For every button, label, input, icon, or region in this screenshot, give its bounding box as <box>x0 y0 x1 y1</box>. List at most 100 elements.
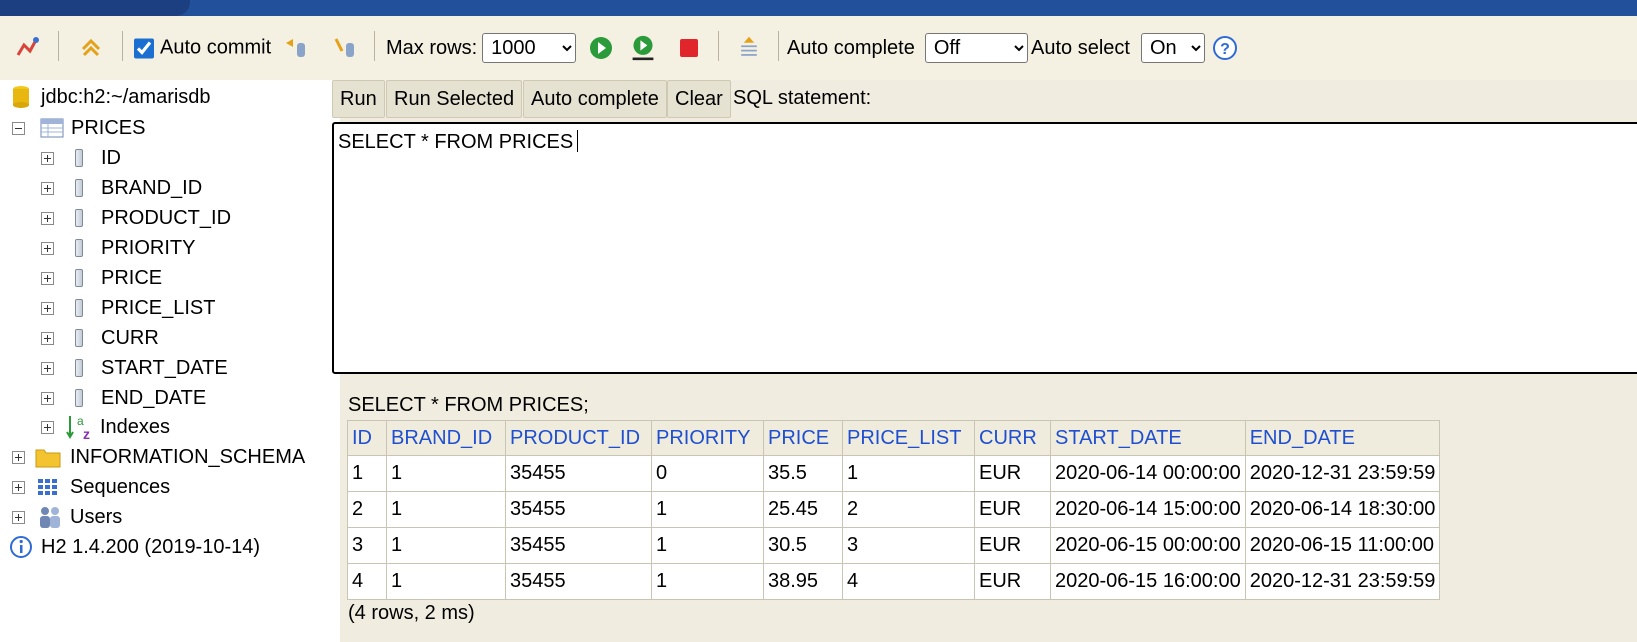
table-cell[interactable]: 3 <box>347 527 387 564</box>
table-cell[interactable]: 0 <box>651 455 764 492</box>
expand-icon[interactable] <box>41 271 54 285</box>
table-cell[interactable]: 3 <box>842 527 975 564</box>
table-cell[interactable]: 1 <box>347 455 387 492</box>
run-button[interactable]: Run <box>332 80 385 118</box>
column-header[interactable]: PRICE_LIST <box>842 420 975 456</box>
sql-editor[interactable]: SELECT * FROM PRICES <box>332 122 1637 374</box>
rollback-icon[interactable] <box>283 35 309 61</box>
table-cell[interactable]: 1 <box>651 527 764 564</box>
table-cell[interactable]: EUR <box>974 527 1051 564</box>
expand-icon[interactable] <box>12 510 25 524</box>
expand-icon[interactable] <box>41 181 54 195</box>
expand-icon[interactable] <box>41 420 54 434</box>
expand-icon[interactable] <box>41 391 54 405</box>
table-cell[interactable]: 2 <box>347 491 387 528</box>
tree-column[interactable]: BRAND_ID <box>41 173 202 203</box>
refresh-icon[interactable] <box>78 35 104 61</box>
tree-table-prices[interactable]: PRICES <box>12 113 145 143</box>
expand-icon[interactable] <box>41 361 54 375</box>
column-label: START_DATE <box>101 356 228 379</box>
column-label: PRICE_LIST <box>101 296 216 319</box>
auto-commit-checkbox[interactable] <box>134 38 154 58</box>
table-cell[interactable]: 35455 <box>505 563 652 600</box>
column-header[interactable]: END_DATE <box>1244 420 1441 456</box>
query-panel: Run Run Selected Auto complete Clear SQL… <box>332 80 1637 642</box>
tree-column[interactable]: PRICE_LIST <box>41 293 215 323</box>
svg-text:z: z <box>83 426 90 441</box>
table-cell[interactable]: 35455 <box>505 491 652 528</box>
expand-icon[interactable] <box>12 480 25 494</box>
table-cell[interactable]: 2 <box>842 491 975 528</box>
auto-select-label: Auto select <box>1031 36 1130 59</box>
expand-icon[interactable] <box>41 151 54 165</box>
table-cell[interactable]: 30.5 <box>763 527 843 564</box>
clear-button[interactable]: Clear <box>667 80 731 118</box>
table-cell[interactable]: 2020-06-14 18:30:00 <box>1244 491 1441 528</box>
help-icon[interactable]: ? <box>1212 35 1238 61</box>
sequences-icon <box>38 479 57 495</box>
table-cell[interactable]: 1 <box>386 563 506 600</box>
expand-icon[interactable] <box>41 331 54 345</box>
column-header[interactable]: PRIORITY <box>651 420 764 456</box>
tree-sequences[interactable]: Sequences <box>12 472 170 502</box>
table-cell[interactable]: 4 <box>842 563 975 600</box>
table-cell[interactable]: EUR <box>974 455 1051 492</box>
table-cell[interactable]: 1 <box>842 455 975 492</box>
table-cell[interactable]: 38.95 <box>763 563 843 600</box>
table-cell[interactable]: 1 <box>651 563 764 600</box>
table-cell[interactable]: 35455 <box>505 527 652 564</box>
column-icon <box>75 239 83 257</box>
expand-icon[interactable] <box>41 211 54 225</box>
tree-column[interactable]: ID <box>41 143 121 173</box>
history-icon[interactable] <box>736 35 762 61</box>
table-cell[interactable]: 2020-06-14 00:00:00 <box>1050 455 1246 492</box>
tree-column[interactable]: START_DATE <box>41 353 228 383</box>
tree-column[interactable]: PRIORITY <box>41 233 195 263</box>
tree-connection[interactable]: jdbc:h2:~/amarisdb <box>12 82 211 112</box>
auto-complete-button[interactable]: Auto complete <box>523 80 667 118</box>
column-header[interactable]: ID <box>347 420 387 456</box>
table-cell[interactable]: 1 <box>386 491 506 528</box>
tree-column[interactable]: PRICE <box>41 263 162 293</box>
table-cell[interactable]: 2020-12-31 23:59:59 <box>1244 563 1441 600</box>
expand-icon[interactable] <box>41 301 54 315</box>
table-cell[interactable]: EUR <box>974 563 1051 600</box>
column-header[interactable]: START_DATE <box>1050 420 1246 456</box>
table-cell[interactable]: 35455 <box>505 455 652 492</box>
table-cell[interactable]: 25.45 <box>763 491 843 528</box>
table-cell[interactable]: 2020-06-14 15:00:00 <box>1050 491 1246 528</box>
tree-users[interactable]: Users <box>12 502 122 532</box>
run-selected-button[interactable]: Run Selected <box>386 80 523 118</box>
result-table: ID BRAND_ID PRODUCT_ID PRIORITY PRICE PR… <box>347 420 1441 600</box>
table-cell[interactable]: 1 <box>386 527 506 564</box>
tree-information-schema[interactable]: INFORMATION_SCHEMA <box>12 442 305 472</box>
expand-icon[interactable] <box>12 450 25 464</box>
table-cell[interactable]: 4 <box>347 563 387 600</box>
tree-column[interactable]: END_DATE <box>41 383 206 413</box>
table-cell[interactable]: 2020-12-31 23:59:59 <box>1244 455 1441 492</box>
table-cell[interactable]: 1 <box>651 491 764 528</box>
max-rows-select[interactable]: 1000 <box>482 33 577 63</box>
table-cell[interactable]: 2020-06-15 16:00:00 <box>1050 563 1246 600</box>
expand-icon[interactable] <box>41 241 54 255</box>
run-selected-icon[interactable] <box>630 35 656 61</box>
run-icon[interactable] <box>588 35 614 61</box>
commit-icon[interactable] <box>332 35 358 61</box>
auto-select-select[interactable]: On <box>1140 33 1205 63</box>
table-cell[interactable]: EUR <box>974 491 1051 528</box>
collapse-icon[interactable] <box>12 121 25 135</box>
column-header[interactable]: PRODUCT_ID <box>505 420 652 456</box>
stop-icon[interactable] <box>676 35 702 61</box>
tree-column[interactable]: PRODUCT_ID <box>41 203 231 233</box>
column-header[interactable]: BRAND_ID <box>386 420 506 456</box>
column-header[interactable]: PRICE <box>763 420 843 456</box>
disconnect-icon[interactable] <box>14 35 40 61</box>
table-cell[interactable]: 2020-06-15 00:00:00 <box>1050 527 1246 564</box>
table-cell[interactable]: 1 <box>386 455 506 492</box>
table-cell[interactable]: 2020-06-15 11:00:00 <box>1244 527 1441 564</box>
tree-column[interactable]: CURR <box>41 323 159 353</box>
auto-complete-select[interactable]: Off <box>924 33 1028 63</box>
column-header[interactable]: CURR <box>974 420 1051 456</box>
table-cell[interactable]: 35.5 <box>763 455 843 492</box>
